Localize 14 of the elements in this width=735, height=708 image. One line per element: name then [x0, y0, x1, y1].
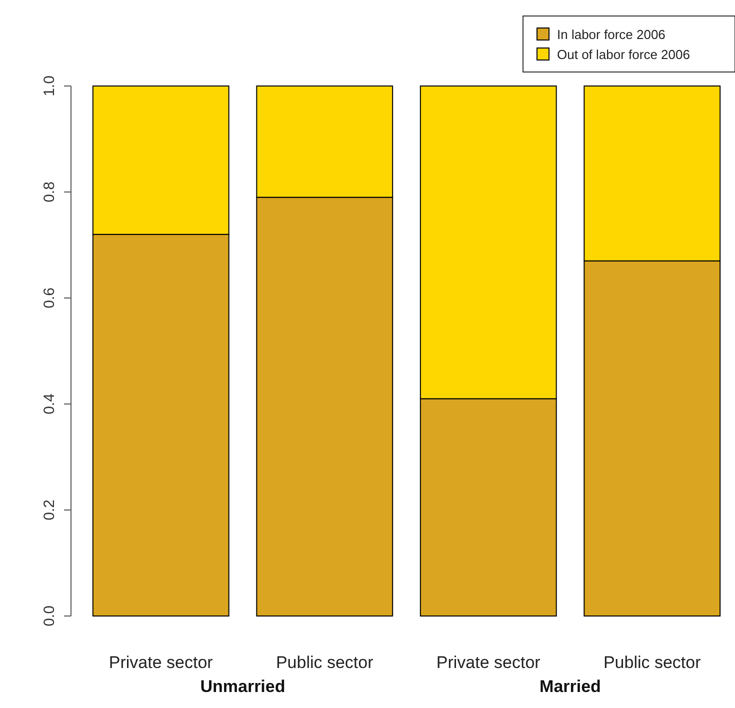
y-tick-label: 0.4	[41, 394, 58, 414]
y-tick-label: 0.6	[41, 288, 58, 308]
text: Unmarried	[200, 677, 286, 696]
x-tick-label: Private sector	[436, 653, 541, 672]
x-tick-label: Public sector	[603, 653, 702, 672]
y-tick-label: 0.2	[41, 500, 58, 520]
y-tick-label: 0.8	[41, 182, 58, 202]
y-tick-label: 0.0	[41, 606, 58, 626]
text: Married	[540, 677, 601, 696]
legend-label: In labor force 2006	[557, 27, 666, 42]
legend-label: Out of labor force 2006	[557, 47, 690, 62]
x-tick-label: Private sector	[108, 653, 214, 672]
x-tick-label: Public sector	[276, 653, 374, 672]
y-tick-label: 1.0	[41, 76, 58, 96]
